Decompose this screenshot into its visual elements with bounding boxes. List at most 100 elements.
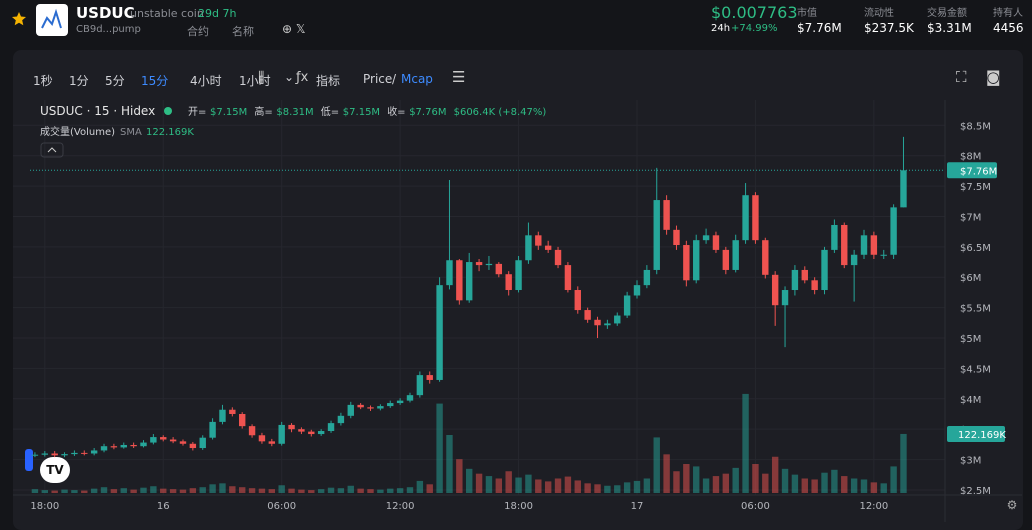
- interval-button[interactable]: 1小时: [239, 74, 271, 88]
- legend-key: 开=: [188, 107, 206, 118]
- stat-label: 交易金额: [927, 8, 967, 19]
- candle-body: [505, 274, 512, 291]
- volume-bar: [140, 487, 147, 493]
- volume-bar: [841, 476, 848, 493]
- mcap-toggle[interactable]: Mcap: [401, 72, 433, 86]
- stat-value: $237.5K: [864, 21, 914, 35]
- volume-bar: [160, 488, 167, 493]
- volume-bar: [239, 487, 246, 493]
- web-x-icons[interactable]: ⊕ 𝕏: [282, 22, 306, 36]
- volume-bar: [673, 471, 680, 493]
- volume-bar: [456, 459, 463, 493]
- legend-value: $7.15M: [343, 107, 380, 118]
- volume-bar: [199, 487, 206, 493]
- scroll-handle[interactable]: [25, 449, 33, 471]
- volume-bar: [623, 482, 631, 493]
- volume-bar: [150, 486, 157, 493]
- candle-body: [643, 269, 651, 286]
- contract-search[interactable]: 合约: [187, 25, 209, 38]
- volume-bar: [100, 487, 108, 493]
- volume-bar: [752, 463, 759, 493]
- interval-button[interactable]: 1分: [69, 74, 89, 88]
- volume-bar: [860, 479, 868, 493]
- volume-bar: [396, 488, 404, 493]
- volume-bar: [554, 478, 562, 493]
- candle-body: [702, 235, 710, 241]
- candle-body: [495, 263, 503, 275]
- candle-body: [239, 413, 246, 427]
- candle-body: [110, 446, 118, 448]
- candle-body: [406, 395, 414, 401]
- axis-settings[interactable]: ⚙: [1007, 498, 1018, 512]
- volume-bar: [179, 489, 187, 493]
- volume-bar: [229, 486, 236, 493]
- volume-bar: [308, 490, 315, 493]
- settings-icon[interactable]: ☰: [452, 68, 466, 86]
- separator: /: [392, 72, 397, 86]
- candle-body: [515, 260, 522, 291]
- y-tick-label: $7M: [960, 212, 981, 223]
- volume-bar: [771, 456, 779, 493]
- candle-body: [327, 423, 335, 432]
- candle-icon[interactable]: ⫼: [258, 70, 265, 86]
- candle-body: [535, 235, 542, 246]
- star-icon[interactable]: [12, 12, 26, 26]
- candle-body: [357, 404, 364, 408]
- name-search[interactable]: 名称: [232, 25, 254, 38]
- chart-title: USDUC · 15 · Hidex: [40, 104, 155, 118]
- candle-body: [673, 229, 680, 246]
- interval-button[interactable]: 5分: [105, 74, 125, 88]
- candle-body: [41, 453, 49, 455]
- volume-bar: [801, 478, 808, 493]
- volume-bar: [387, 488, 394, 493]
- volume-bar: [426, 484, 433, 493]
- volume-bar: [732, 467, 739, 493]
- volume-bar: [466, 468, 473, 493]
- interval-button[interactable]: 15分: [141, 74, 169, 88]
- x-tick-label: 18:00: [30, 501, 59, 512]
- candle-body: [71, 452, 78, 455]
- candle-body: [416, 375, 424, 396]
- legend-value: $7.15M: [210, 107, 247, 118]
- candle-body: [584, 310, 591, 320]
- indicators[interactable]: 指标: [316, 74, 341, 88]
- change: +74.99%: [731, 23, 778, 34]
- token-age: 29d 7h: [198, 7, 237, 20]
- interval-button[interactable]: 4小时: [190, 74, 222, 88]
- collapse-icon: [47, 147, 57, 153]
- volume-bar: [495, 478, 503, 493]
- last-price-badge: [947, 162, 997, 179]
- interval-button[interactable]: 1秒: [33, 74, 53, 88]
- candle-body: [456, 260, 463, 301]
- volume-bar: [71, 490, 78, 493]
- candle-body: [179, 441, 187, 444]
- candle-body: [317, 431, 325, 435]
- grid: [13, 100, 945, 495]
- candle-body: [900, 170, 907, 208]
- fullscreen-icon[interactable]: ⛶: [956, 68, 967, 86]
- screenshot-icon[interactable]: ◙: [986, 68, 1001, 86]
- tv-logo[interactable]: [40, 457, 70, 483]
- volume-bar: [544, 481, 552, 493]
- candle-body: [100, 446, 108, 451]
- tv-logo-text: TV: [46, 463, 64, 477]
- candle-body: [189, 443, 197, 449]
- candle-body: [288, 424, 295, 430]
- price-toggle[interactable]: Price: [363, 72, 393, 86]
- last-price-label: $7.76M: [960, 166, 997, 177]
- candle-body: [663, 200, 670, 230]
- candle-body: [199, 437, 206, 449]
- fx-icon[interactable]: ƒx: [296, 70, 309, 85]
- collapse-button[interactable]: [40, 142, 64, 158]
- candle-body: [762, 240, 769, 275]
- candle-body: [525, 235, 532, 261]
- legend-value: $7.76M: [409, 107, 446, 118]
- interval-dropdown[interactable]: ⌄: [284, 70, 295, 84]
- volume-bar: [614, 485, 621, 493]
- candle-body: [554, 249, 562, 266]
- candle-body: [801, 269, 808, 281]
- candle-body: [614, 315, 621, 324]
- y-tick-label: $5M: [960, 334, 981, 345]
- address[interactable]: CB9d...pump: [76, 24, 141, 35]
- volume-bar: [900, 433, 907, 493]
